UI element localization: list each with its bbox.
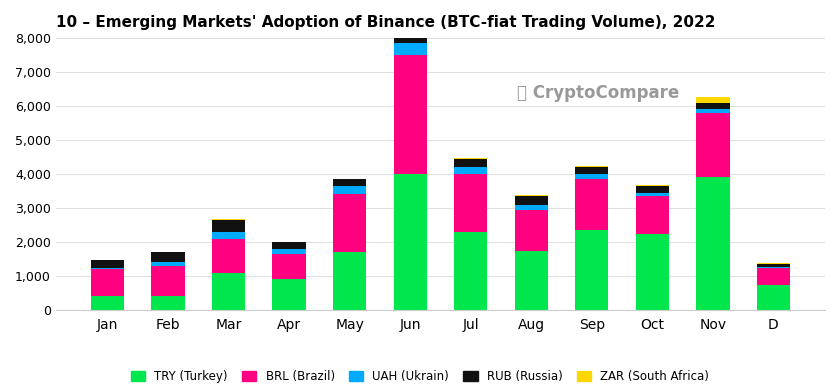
Bar [272,279,306,310]
Bar [575,174,608,179]
Bar [575,167,608,174]
Bar [151,252,185,262]
Bar [454,167,487,174]
Bar [272,242,306,249]
Bar [91,267,124,269]
Bar [272,249,306,254]
Bar [454,232,487,310]
Bar [515,210,548,251]
Bar [636,185,669,186]
Bar [696,113,729,178]
Bar [151,296,185,310]
Bar [333,195,366,252]
Bar [575,166,608,167]
Bar [393,35,427,36]
Bar [454,158,487,159]
Bar [272,254,306,279]
Bar [393,43,427,55]
Bar [91,260,124,267]
Bar [454,159,487,167]
Legend: TRY (Turkey), BRL (Brazil), UAH (Ukrain), RUB (Russia), ZAR (South Africa): TRY (Turkey), BRL (Brazil), UAH (Ukrain)… [126,366,714,386]
Bar [696,178,729,310]
Bar [91,269,124,296]
Bar [212,220,245,232]
Bar [696,110,729,113]
Bar [696,96,729,103]
Bar [575,179,608,230]
Bar [212,232,245,239]
Bar [515,195,548,196]
Bar [575,230,608,310]
Bar [91,259,124,260]
Bar [515,205,548,210]
Bar [91,296,124,310]
Bar [333,179,366,186]
Bar [151,266,185,296]
Bar [636,193,669,196]
Bar [636,196,669,234]
Bar [757,284,790,310]
Bar [515,196,548,205]
Bar [212,239,245,273]
Bar [757,267,790,284]
Bar [393,174,427,310]
Bar [393,36,427,43]
Bar [212,273,245,310]
Bar [333,252,366,310]
Text: 10 – Emerging Markets' Adoption of Binance (BTC-fiat Trading Volume), 2022: 10 – Emerging Markets' Adoption of Binan… [56,15,716,30]
Bar [757,264,790,267]
Bar [333,186,366,195]
Bar [696,103,729,110]
Bar [757,263,790,264]
Bar [515,251,548,310]
Bar [636,234,669,310]
Bar [393,55,427,174]
Bar [454,174,487,232]
Text: Ⓜ CryptoCompare: Ⓜ CryptoCompare [517,83,680,102]
Bar [151,262,185,266]
Bar [636,186,669,193]
